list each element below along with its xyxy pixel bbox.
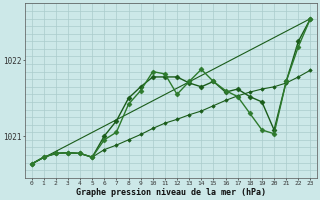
X-axis label: Graphe pression niveau de la mer (hPa): Graphe pression niveau de la mer (hPa) xyxy=(76,188,266,197)
